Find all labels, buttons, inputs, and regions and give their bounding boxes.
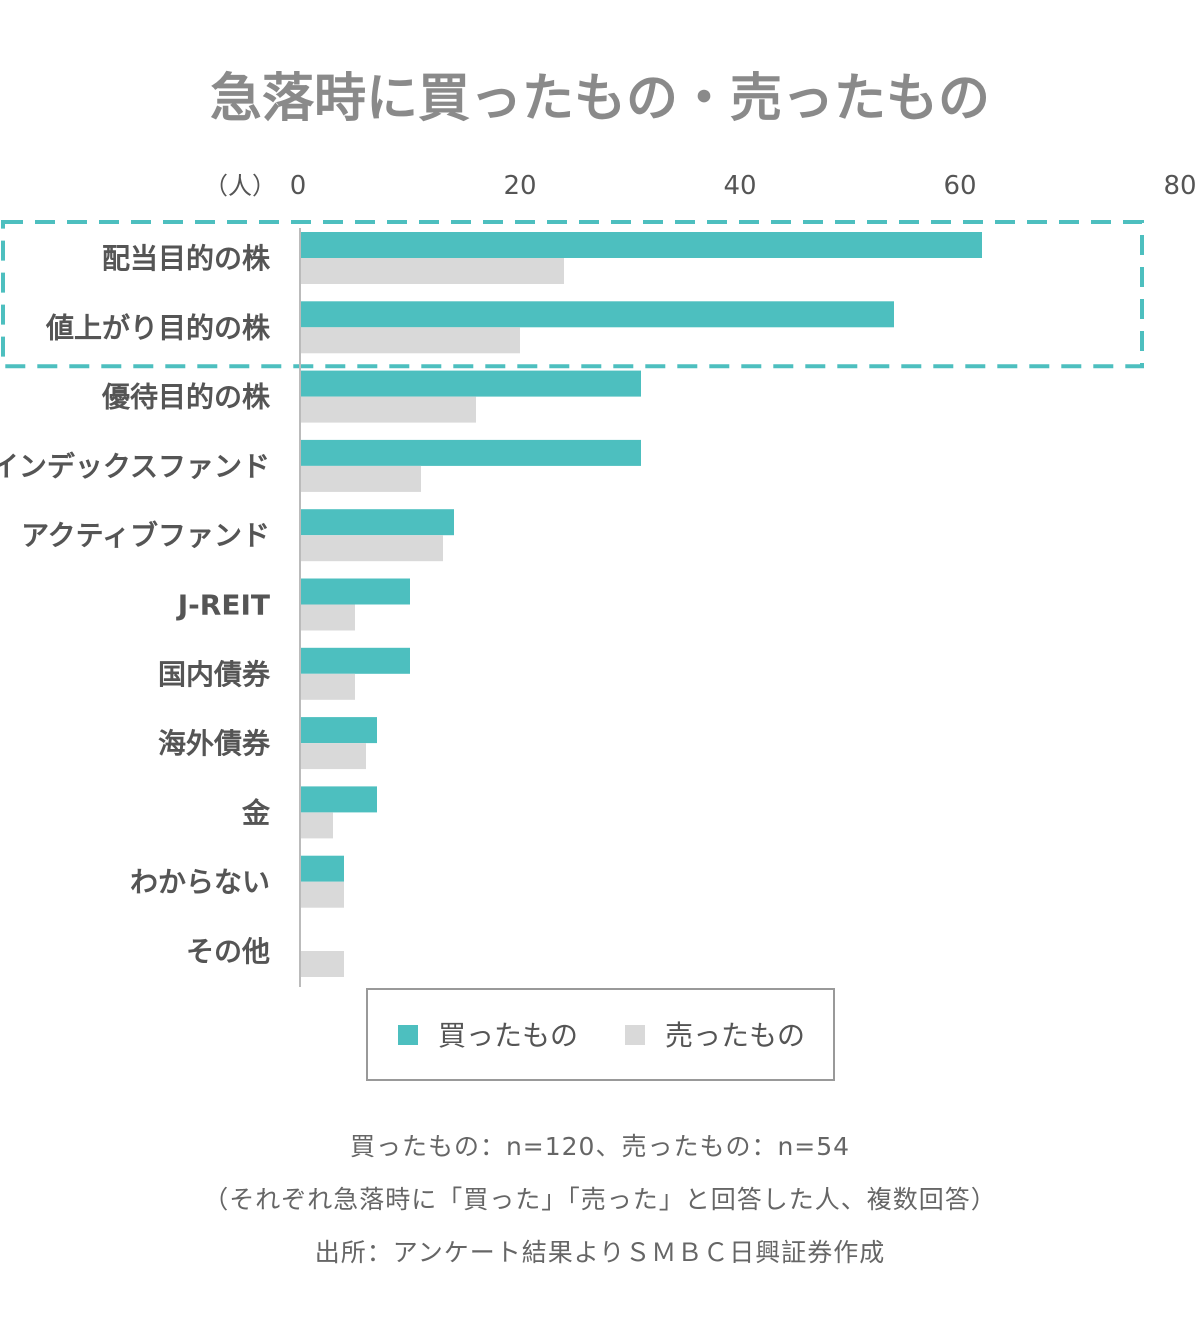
legend-swatch-sold [625,1025,645,1045]
category-label: 金 [241,796,271,829]
category-label: アクティブファンド [21,519,270,552]
bar-sold [300,673,355,700]
bar-sold [300,465,421,492]
bar-bought [300,301,894,328]
bar-sold [300,951,344,977]
category-label: 国内債券 [158,658,271,691]
legend: 買ったもの 売ったもの [366,988,835,1081]
definition-note: （それぞれ急落時に「買った」「売った」と回答した人、複数回答） [203,1185,997,1214]
x-tick-label: 60 [943,171,976,201]
bar-sold [300,396,476,423]
bar-chart: 急落時に買ったもの・売ったもの （人） 0 20 40 60 80 配当目的の株値上がり… [0,69,1197,1081]
category-label: 値上がり目的の株 [45,311,271,344]
bar-sold [300,604,355,631]
category-label: 配当目的の株 [102,242,271,275]
bar-sold [300,881,344,908]
bar-sold [300,535,443,562]
legend-frame [366,988,835,1081]
chart-title: 急落時に買ったもの・売ったもの [210,69,990,129]
bar-bought [300,786,377,813]
category-label: その他 [186,935,270,968]
bar-bought [300,370,641,397]
x-tick-label: 80 [1163,171,1196,201]
x-tick-label: 20 [503,171,536,201]
legend-swatch-bought [398,1025,418,1045]
bar-bought [300,232,982,258]
bar-bought [300,647,410,674]
bar-sold [300,812,333,839]
bar-sold [300,743,366,770]
legend-label-bought: 買ったもの [438,1019,578,1052]
bar-bought [300,509,454,536]
x-tick-label: 0 [290,171,307,201]
category-label: 優待目的の株 [101,381,271,414]
legend-label-sold: 売ったもの [665,1019,805,1052]
sample-size-note: 買ったもの：n=120、売ったもの：n=54 [349,1132,851,1161]
bar-sold [300,258,564,284]
category-label: インデックスファンド [0,450,270,483]
category-label: わからない [130,866,270,899]
category-label: J-REIT [176,589,270,622]
bar-bought [300,439,641,466]
category-label: 海外債券 [158,727,271,760]
bar-bought [300,717,377,744]
source-note: 出所：アンケート結果よりＳＭＢＣ日興証券作成 [314,1238,886,1267]
bar-bought [300,855,344,882]
unit-label: （人） [204,172,276,200]
bar-bought [300,578,410,605]
x-tick-label: 40 [723,171,756,201]
bar-sold [300,327,520,354]
